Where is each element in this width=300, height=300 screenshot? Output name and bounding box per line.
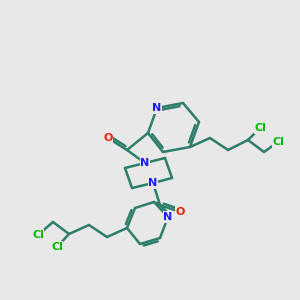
Text: N: N	[164, 212, 172, 222]
Text: N: N	[140, 158, 150, 168]
Text: O: O	[175, 207, 185, 217]
Text: Cl: Cl	[254, 123, 266, 133]
Text: Cl: Cl	[272, 137, 284, 147]
Text: Cl: Cl	[32, 230, 44, 240]
Text: N: N	[148, 178, 158, 188]
Text: N: N	[152, 103, 162, 113]
Text: Cl: Cl	[51, 242, 63, 252]
Text: O: O	[103, 133, 113, 143]
